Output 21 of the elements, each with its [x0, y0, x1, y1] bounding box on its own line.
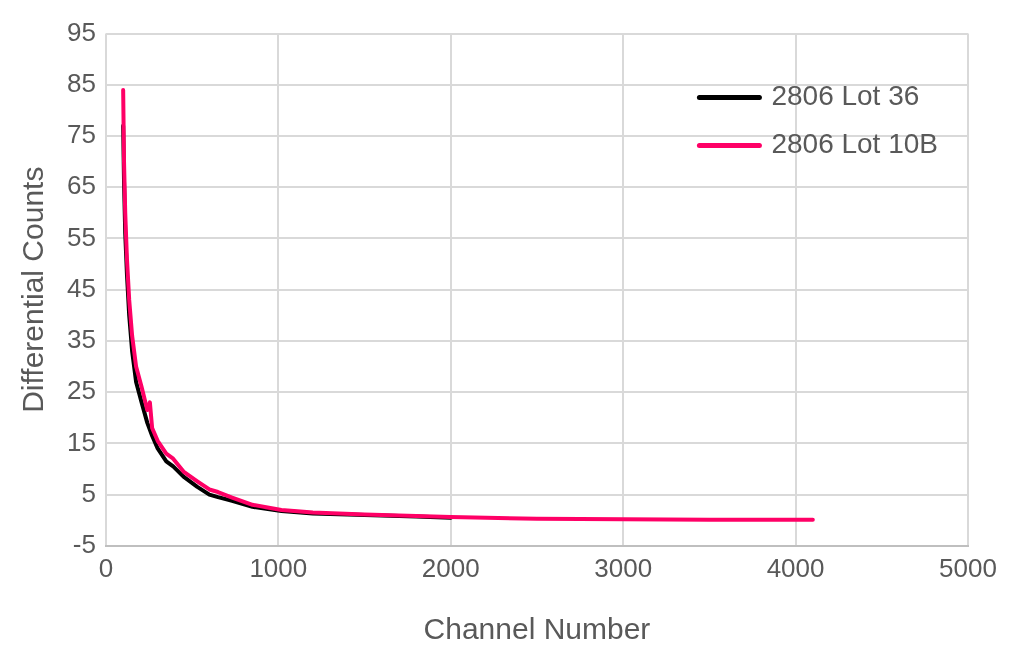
x-tick-label: 5000: [939, 552, 997, 583]
y-axis-title: Differential Counts: [16, 166, 50, 413]
x-tick-label: 3000: [594, 552, 653, 583]
y-tick-label: 5: [81, 477, 96, 508]
y-tick-label: 45: [67, 272, 96, 303]
y-tick-label: 95: [67, 16, 96, 47]
y-tick-label: 65: [67, 170, 96, 201]
y-tick-label: 75: [67, 119, 96, 150]
x-tick-label: 2000: [421, 552, 480, 583]
y-tick-label: 15: [67, 426, 96, 457]
y-tick-label: 25: [67, 375, 96, 406]
x-tick-label: 0: [98, 552, 114, 583]
legend-label: 2806 Lot 36: [771, 80, 920, 112]
y-tick-label: 85: [67, 67, 96, 98]
x-tick-label: 1000: [249, 552, 308, 583]
y-tick-label: 35: [67, 324, 96, 355]
x-axis-title: Channel Number: [423, 612, 651, 646]
y-tick-label: 55: [67, 221, 96, 252]
legend-label: 2806 Lot 10B: [771, 128, 938, 160]
y-tick-label: -5: [72, 528, 96, 559]
x-tick-label: 4000: [766, 552, 825, 583]
